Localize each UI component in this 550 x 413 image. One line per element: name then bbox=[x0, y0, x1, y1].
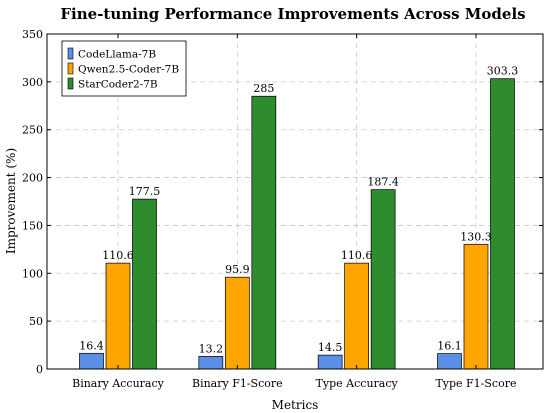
x-tick-label: Binary Accuracy bbox=[72, 377, 165, 390]
legend-box bbox=[61, 40, 187, 97]
x-axis-ticks: Binary Accuracy Binary F1-Score Type Accur… bbox=[72, 34, 517, 390]
legend-label: StarCoder2-7B bbox=[78, 79, 158, 91]
y-tick-label: 100 bbox=[22, 267, 43, 280]
plot-frame bbox=[46, 33, 544, 370]
y-tick-label: 150 bbox=[22, 219, 43, 232]
x-axis-label: Metrics bbox=[272, 398, 319, 412]
x-tick-label: Binary F1-Score bbox=[192, 377, 283, 390]
bar-value-label: 285 bbox=[253, 82, 274, 95]
bars bbox=[79, 78, 515, 370]
data-labels: 16.4 110.6 177.5 13.2 95.9 285 14.5 110.6 187.4 1… bbox=[79, 65, 518, 356]
bar bbox=[105, 262, 131, 370]
y-tick-label: 350 bbox=[22, 28, 43, 41]
y-tick-label: 50 bbox=[29, 315, 43, 328]
legend-label: CodeLlama-7B bbox=[78, 49, 156, 61]
bar bbox=[198, 356, 224, 370]
bar-value-label: 187.4 bbox=[367, 176, 399, 189]
bar-value-label: 177.5 bbox=[129, 185, 161, 198]
legend: CodeLlama-7B Qwen2.5-Coder-7B StarCoder2-7… bbox=[61, 40, 187, 97]
y-tick-label: 250 bbox=[22, 124, 43, 137]
legend-swatch bbox=[67, 77, 74, 90]
bar-value-label: 13.2 bbox=[199, 342, 224, 355]
bar-value-label: 14.5 bbox=[318, 341, 343, 354]
bar-value-label: 95.9 bbox=[225, 263, 250, 276]
bar-value-label: 110.6 bbox=[341, 249, 373, 262]
bar bbox=[437, 353, 462, 370]
bar bbox=[344, 262, 370, 370]
bar bbox=[490, 78, 515, 370]
bar bbox=[79, 352, 104, 370]
x-tick-label: Type F1-Score bbox=[435, 377, 516, 390]
bar bbox=[370, 189, 396, 370]
bar bbox=[224, 276, 250, 370]
y-axis-ticks: 0 50 100 150 200 250 300 350 bbox=[22, 28, 543, 376]
x-tick-label: Type Accuracy bbox=[316, 377, 399, 390]
y-axis-label: Improvement (%) bbox=[4, 148, 18, 254]
bar-value-label: 130.3 bbox=[460, 230, 492, 243]
bar-value-label: 303.3 bbox=[487, 65, 519, 78]
legend-label: Qwen2.5-Coder-7B bbox=[78, 64, 179, 76]
legend-swatch bbox=[67, 62, 74, 75]
y-tick-label: 0 bbox=[36, 363, 43, 376]
legend-swatch bbox=[67, 47, 74, 60]
bar-value-label: 16.4 bbox=[79, 339, 104, 352]
y-tick-label: 200 bbox=[22, 172, 43, 185]
bar bbox=[251, 95, 277, 370]
bar-value-label: 110.6 bbox=[102, 249, 134, 262]
bar bbox=[463, 243, 489, 370]
bar bbox=[317, 354, 343, 370]
chart-title: Fine-tuning Performance Improvements Acr… bbox=[60, 5, 525, 23]
bar bbox=[132, 198, 157, 370]
y-tick-label: 300 bbox=[22, 76, 43, 89]
bar-value-label: 16.1 bbox=[437, 340, 462, 353]
